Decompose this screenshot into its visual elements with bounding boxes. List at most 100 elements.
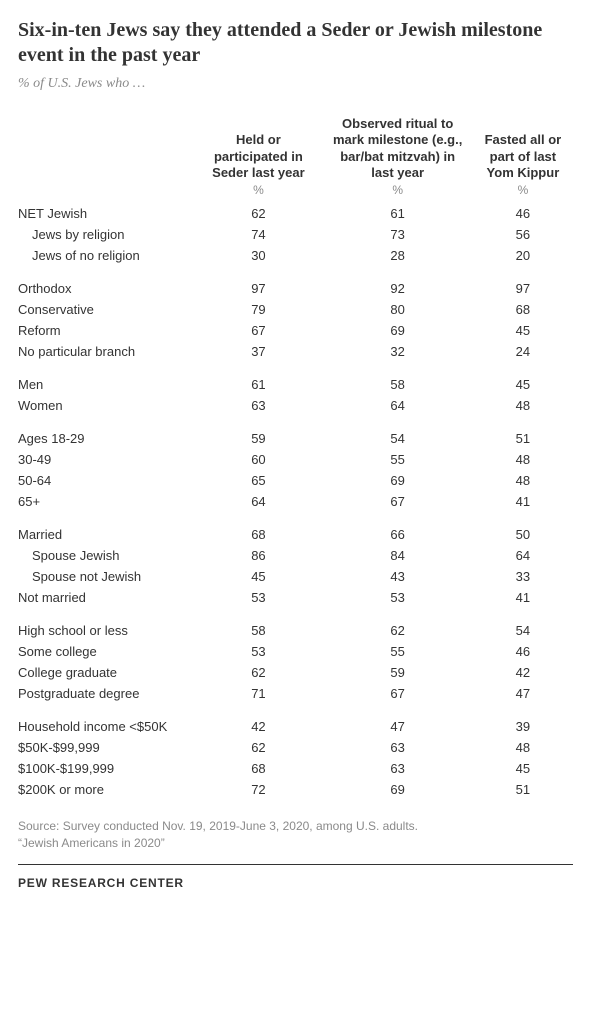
row-label: Not married [18, 587, 194, 608]
cell-value: 48 [473, 449, 573, 470]
cell-value: 79 [194, 299, 322, 320]
cell-value: 53 [323, 587, 473, 608]
cell-value: 62 [194, 203, 322, 224]
cell-value: 64 [194, 491, 322, 512]
row-label: 65+ [18, 491, 194, 512]
row-label: Reform [18, 320, 194, 341]
row-group: NET Jewish626146Jews by religion747356Je… [18, 203, 573, 266]
cell-value: 54 [473, 620, 573, 641]
row-label: Jews of no religion [18, 245, 194, 266]
footer-rule [18, 864, 573, 865]
cell-value: 28 [323, 245, 473, 266]
cell-value: 69 [323, 470, 473, 491]
cell-value: 48 [473, 395, 573, 416]
cell-value: 63 [323, 758, 473, 779]
row-group: Ages 18-2959545130-4960554850-6465694865… [18, 416, 573, 512]
cell-value: 58 [194, 620, 322, 641]
table-row: $100K-$199,999686345 [18, 758, 573, 779]
cell-value: 97 [194, 278, 322, 299]
table-row: Conservative798068 [18, 299, 573, 320]
cell-value: 58 [323, 374, 473, 395]
cell-value: 50 [473, 524, 573, 545]
brand: PEW RESEARCH CENTER [18, 875, 573, 892]
chart-title: Six-in-ten Jews say they attended a Sede… [18, 18, 573, 68]
row-label: $200K or more [18, 779, 194, 800]
table-row: 50-64656948 [18, 470, 573, 491]
cell-value: 24 [473, 341, 573, 362]
cell-value: 68 [473, 299, 573, 320]
row-label: Orthodox [18, 278, 194, 299]
table-row: Household income <$50K424739 [18, 716, 573, 737]
cell-value: 41 [473, 587, 573, 608]
cell-value: 53 [194, 641, 322, 662]
table-row: High school or less586254 [18, 620, 573, 641]
cell-value: 56 [473, 224, 573, 245]
table-row: Married686650 [18, 524, 573, 545]
cell-value: 64 [473, 545, 573, 566]
source-line: Source: Survey conducted Nov. 19, 2019-J… [18, 818, 573, 835]
row-label: $100K-$199,999 [18, 758, 194, 779]
table-row: Reform676945 [18, 320, 573, 341]
table-row: 30-49605548 [18, 449, 573, 470]
table-row: Postgraduate degree716747 [18, 683, 573, 704]
row-label: Women [18, 395, 194, 416]
row-group: High school or less586254Some college535… [18, 608, 573, 704]
cell-value: 46 [473, 203, 573, 224]
cell-value: 67 [194, 320, 322, 341]
cell-value: 66 [323, 524, 473, 545]
row-label: No particular branch [18, 341, 194, 362]
data-table: Held or participated in Seder last year … [18, 112, 573, 800]
table-row: $200K or more726951 [18, 779, 573, 800]
cell-value: 47 [323, 716, 473, 737]
row-label: Married [18, 524, 194, 545]
footer: Source: Survey conducted Nov. 19, 2019-J… [18, 818, 573, 891]
row-label: Ages 18-29 [18, 428, 194, 449]
table-row: $50K-$99,999626348 [18, 737, 573, 758]
row-group: Household income <$50K424739$50K-$99,999… [18, 704, 573, 800]
cell-value: 37 [194, 341, 322, 362]
cell-value: 45 [194, 566, 322, 587]
cell-value: 67 [323, 491, 473, 512]
table-row: Some college535546 [18, 641, 573, 662]
cell-value: 55 [323, 449, 473, 470]
pct-row: % % % [18, 183, 573, 203]
cell-value: 69 [323, 320, 473, 341]
cell-value: 61 [323, 203, 473, 224]
chart-subtitle: % of U.S. Jews who … [18, 76, 573, 92]
row-label: High school or less [18, 620, 194, 641]
cell-value: 73 [323, 224, 473, 245]
cell-value: 54 [323, 428, 473, 449]
cell-value: 30 [194, 245, 322, 266]
cell-value: 62 [194, 662, 322, 683]
cell-value: 41 [473, 491, 573, 512]
table-row: 65+646741 [18, 491, 573, 512]
header-col-3: Fasted all or part of last Yom Kippur [473, 112, 573, 183]
cell-value: 32 [323, 341, 473, 362]
header-col-2: Observed ritual to mark milestone (e.g.,… [323, 112, 473, 183]
row-label: Men [18, 374, 194, 395]
pct-2: % [323, 183, 473, 203]
row-label: Some college [18, 641, 194, 662]
report-line: “Jewish Americans in 2020” [18, 835, 573, 852]
pct-1: % [194, 183, 322, 203]
row-label: 30-49 [18, 449, 194, 470]
cell-value: 59 [194, 428, 322, 449]
row-label: 50-64 [18, 470, 194, 491]
cell-value: 20 [473, 245, 573, 266]
cell-value: 59 [323, 662, 473, 683]
table-row: Spouse not Jewish454333 [18, 566, 573, 587]
table-row: College graduate625942 [18, 662, 573, 683]
table-row: Not married535341 [18, 587, 573, 608]
cell-value: 68 [194, 758, 322, 779]
table-row: Spouse Jewish868464 [18, 545, 573, 566]
table-row: No particular branch373224 [18, 341, 573, 362]
row-label: Jews by religion [18, 224, 194, 245]
header-empty [18, 112, 194, 183]
cell-value: 92 [323, 278, 473, 299]
cell-value: 51 [473, 428, 573, 449]
cell-value: 84 [323, 545, 473, 566]
cell-value: 55 [323, 641, 473, 662]
cell-value: 33 [473, 566, 573, 587]
cell-value: 51 [473, 779, 573, 800]
cell-value: 74 [194, 224, 322, 245]
